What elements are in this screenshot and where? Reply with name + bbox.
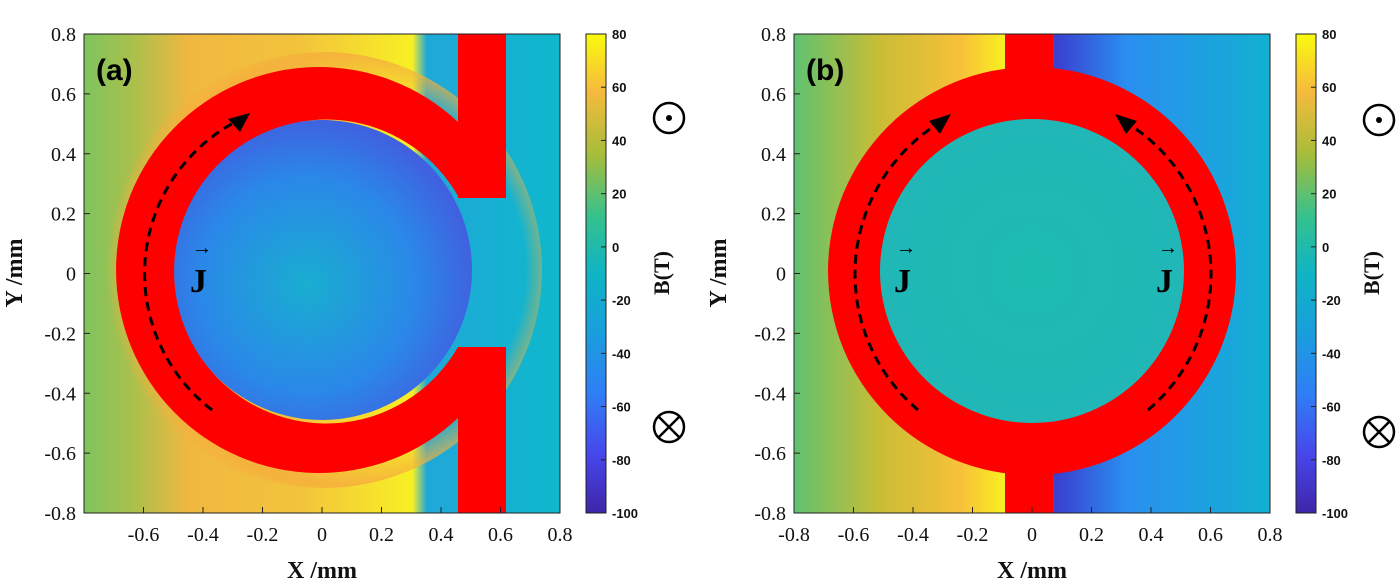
panel-a-x-tick-label: -0.4 — [187, 524, 219, 546]
panel-b-x-tick-label: 0.4 — [1139, 524, 1164, 546]
panel-b-y-tick-label: -0.4 — [754, 383, 786, 405]
panel-b-y-tick-label: 0.8 — [761, 24, 786, 46]
panel-a-colorbar-ticks: 80 60 40 20 0 -20 -40 -60 -80 -100 — [601, 27, 638, 521]
panel-b-colorbar-tick-label: 40 — [1322, 133, 1336, 148]
panel-b-x-tick-label: -0.4 — [897, 524, 929, 546]
panel-b-right-current-arrowhead — [1115, 114, 1137, 134]
panel-b: J → J → (b) 0.80.60.40.20-0.2-0.4-0.6-0.… — [706, 24, 1396, 581]
panel-a-x-tick-label: 0.4 — [429, 524, 454, 546]
panel-a-colorbar — [585, 33, 607, 514]
panel-b-left-current-label: J — [894, 263, 911, 300]
panel-b-colorbar-tick-label: 80 — [1322, 27, 1336, 42]
panel-b-into-plane-icon — [1362, 415, 1396, 449]
panel-a-colorbar-tick-label: 80 — [612, 27, 626, 42]
panel-b-x-tick-label: -0.8 — [778, 524, 810, 546]
panel-b-y-tick-label: -0.8 — [754, 503, 786, 525]
panel-b-colorbar-tick-label: 60 — [1322, 80, 1336, 95]
panel-b-y-axis-label: Y /mm — [706, 238, 732, 307]
panel-a-x-axis-label: X /mm — [287, 558, 357, 581]
panel-a-y-tick-label: -0.6 — [44, 443, 76, 465]
panel-b-y-tick-label: 0.6 — [761, 84, 786, 106]
panel-b-colorbar-tick-label: 0 — [1322, 240, 1329, 255]
panel-a-y-tick-label: 0.4 — [51, 144, 76, 166]
panel-a-x-tick-label: 0.2 — [369, 524, 394, 546]
panel-a-x-tick-label: -0.2 — [247, 524, 279, 546]
panel-b-label: (b) — [806, 54, 844, 87]
panel-a: J → (a) 0.8 0.6 0.4 0.2 0 -0.2 -0.4 -0.6 -0.8 -0… — [2, 24, 686, 581]
panel-b-colorbar-tick-label: -100 — [1322, 506, 1348, 521]
panel-a-colorbar-tick-label: 20 — [612, 187, 626, 202]
panel-b-y-tick-label: 0.4 — [761, 144, 786, 166]
panel-b-colorbar-ticks: 80 60 40 20 0 -20 -40 -60 -80 -100 — [1311, 27, 1348, 521]
panel-a-y-tick-label: 0.8 — [51, 24, 76, 46]
panel-b-colorbar-tick-label: 20 — [1322, 187, 1336, 202]
panel-a-current-arrowhead — [228, 113, 250, 132]
panel-a-current-label: J — [190, 263, 207, 300]
panel-a-y-tick-label: 0.2 — [51, 204, 76, 226]
panel-a-y-tick-label: -0.2 — [44, 323, 76, 345]
panel-a-conductor — [116, 34, 507, 513]
panel-b-x-tick-label: 0 — [1027, 524, 1037, 546]
panel-b-heatmap — [794, 34, 1270, 513]
panel-a-colorbar-label: B(T) — [649, 251, 674, 295]
panel-b-y-tick-label: 0 — [776, 264, 786, 286]
panel-a-x-tick-label: -0.6 — [128, 524, 160, 546]
panel-a-y-tick-label: 0.6 — [51, 84, 76, 106]
panel-b-right-current-label: J — [1156, 263, 1173, 300]
panel-b-x-ticks: -0.8 -0.6 -0.4 -0.2 0 0.2 0.4 0.6 0.8 — [778, 507, 1283, 546]
panel-a-colorbar-tick-label: -40 — [612, 346, 631, 361]
panel-b-colorbar-tick-label: -40 — [1322, 346, 1341, 361]
panel-b-inner-field — [880, 119, 1184, 423]
panel-a-colorbar-tick-label: -20 — [612, 293, 631, 308]
panel-b-x-tick-label: 0.2 — [1079, 524, 1104, 546]
panel-b-x-axis-label: X /mm — [997, 558, 1067, 581]
panel-b-colorbar-tick-label: -20 — [1322, 293, 1341, 308]
panel-a-x-tick-label: 0 — [317, 524, 327, 546]
panel-b-colorbar — [1295, 33, 1317, 514]
panel-b-x-tick-label: -0.6 — [838, 524, 870, 546]
panel-b-colorbar-tick-label: -80 — [1322, 453, 1341, 468]
panel-b-y-tick-label: -0.6 — [754, 443, 786, 465]
panel-a-colorbar-tick-label: 40 — [612, 133, 626, 148]
panel-a-current-arrow — [143, 116, 244, 412]
panel-a-colorbar-tick-label: -80 — [612, 453, 631, 468]
panel-b-x-tick-label: 0.6 — [1198, 524, 1223, 546]
panel-b-left-current-arrow — [853, 118, 945, 412]
panel-a-colorbar-tick-label: -100 — [612, 506, 638, 521]
panel-a-heatmap — [84, 34, 560, 513]
panel-a-inner-field — [172, 120, 472, 420]
panel-a-y-tick-label: -0.4 — [44, 383, 76, 405]
panel-a-x-ticks: -0.6 -0.4 -0.2 0 0.2 0.4 0.6 0.8 — [128, 507, 573, 546]
panel-b-top-lead — [1005, 34, 1053, 70]
panel-b-y-tick-label: -0.2 — [754, 323, 786, 345]
panel-a-colorbar-tick-label: 60 — [612, 80, 626, 95]
panel-a-y-ticks: 0.8 0.6 0.4 0.2 0 -0.2 -0.4 -0.6 -0.8 — [44, 24, 90, 525]
panel-a-x-tick-label: 0.6 — [488, 524, 513, 546]
panel-a-label: (a) — [96, 54, 133, 87]
panel-a-x-tick-label: 0.8 — [548, 524, 573, 546]
panel-b-left-current-vector-arrow: → — [896, 237, 916, 259]
panel-a-out-of-plane-icon — [652, 101, 686, 135]
panel-b-y-tick-label: 0.2 — [761, 204, 786, 226]
panel-a-y-tick-label: 0 — [66, 264, 76, 286]
panel-b-colorbar-label: B(T) — [1359, 251, 1384, 295]
panel-a-colorbar-tick-label: 0 — [612, 240, 619, 255]
panel-a-y-tick-label: -0.8 — [44, 503, 76, 525]
panel-a-colorbar-tick-label: -60 — [612, 400, 631, 415]
panel-b-bottom-lead — [1005, 471, 1053, 513]
panel-b-out-of-plane-icon — [1362, 103, 1396, 137]
panel-a-y-axis-label: Y /mm — [2, 238, 28, 307]
panel-b-right-current-vector-arrow: → — [1158, 237, 1178, 259]
panel-a-into-plane-icon — [652, 410, 686, 444]
panel-b-left-current-arrowhead — [929, 114, 951, 134]
panel-b-x-tick-label: 0.8 — [1258, 524, 1283, 546]
panel-b-colorbar-tick-label: -60 — [1322, 400, 1341, 415]
panel-b-right-current-arrow — [1121, 118, 1213, 412]
panel-b-y-ticks: 0.8 0.6 0.4 0.2 0 -0.2 -0.4 -0.6 -0.8 — [754, 24, 800, 525]
panel-a-current-vector-arrow: → — [192, 237, 212, 259]
panel-b-x-tick-label: -0.2 — [957, 524, 989, 546]
